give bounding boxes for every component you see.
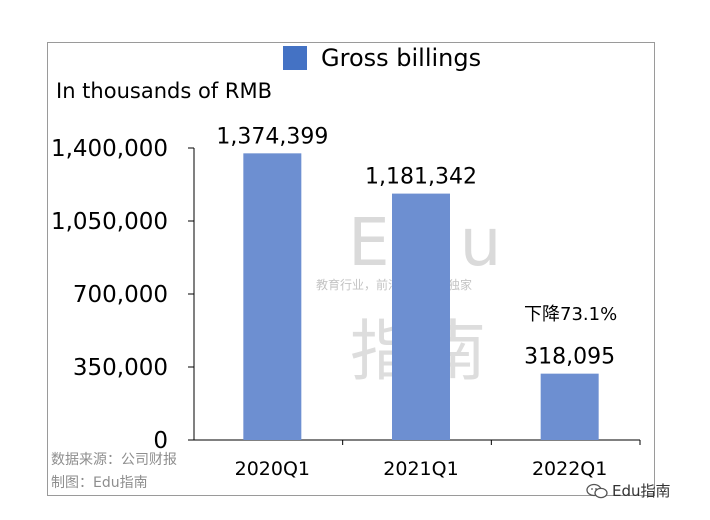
wechat-icon bbox=[586, 483, 608, 498]
y-tick-label: 350,000 bbox=[73, 355, 168, 381]
x-tick-label: 2021Q1 bbox=[383, 458, 458, 480]
chart-maker-note: 制图：Edu指南 bbox=[51, 475, 148, 491]
y-tick-label: 1,050,000 bbox=[51, 209, 168, 235]
bar-value-label: 1,181,342 bbox=[365, 165, 477, 190]
x-tick-label: 2020Q1 bbox=[235, 458, 310, 480]
bar bbox=[243, 153, 302, 440]
bar-value-label: 1,374,399 bbox=[216, 124, 328, 149]
brand-mark: Edu指南 bbox=[586, 480, 671, 501]
brand-label: Edu指南 bbox=[612, 482, 671, 500]
x-tick-label: 2022Q1 bbox=[532, 458, 607, 480]
decline-annotation: 下降73.1% bbox=[524, 304, 618, 325]
legend-swatch bbox=[283, 46, 307, 70]
y-tick-label: 700,000 bbox=[73, 282, 168, 308]
data-source-note: 数据来源：公司财报 bbox=[51, 452, 177, 468]
chart-frame bbox=[47, 42, 655, 496]
legend: Gross billings bbox=[283, 44, 481, 72]
unit-label: In thousands of RMB bbox=[56, 79, 272, 103]
bar-value-label: 318,095 bbox=[524, 345, 615, 370]
y-tick-label: 0 bbox=[153, 428, 168, 454]
y-tick-label: 1,400,000 bbox=[51, 136, 168, 162]
bar bbox=[392, 193, 450, 440]
bar bbox=[540, 373, 599, 440]
legend-label: Gross billings bbox=[321, 44, 482, 72]
